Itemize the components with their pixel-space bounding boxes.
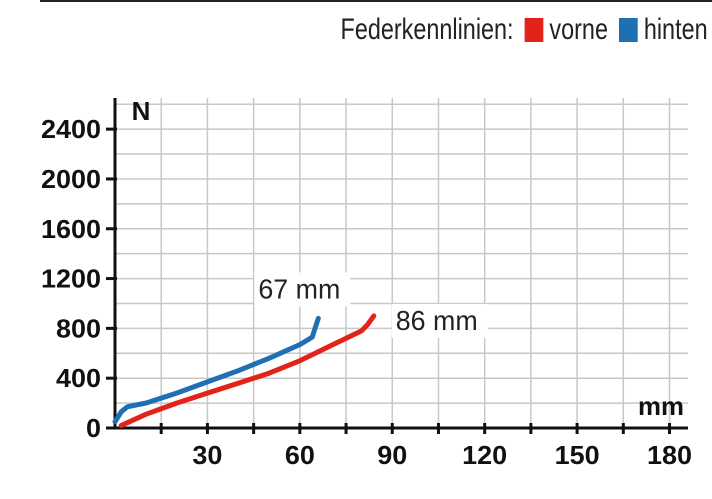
x-axis-unit: mm: [638, 391, 684, 421]
x-tick-label: 150: [555, 440, 600, 470]
legend-title: Federkennlinien:: [340, 13, 514, 46]
legend-swatch-vorne: [524, 18, 544, 42]
annotation-hinten: 67 mm: [258, 273, 340, 304]
x-tick-label: 180: [647, 440, 692, 470]
annotation-backing: [391, 303, 488, 338]
legend-label-vorne: vorne: [549, 13, 609, 46]
y-axis-unit: N: [132, 96, 151, 126]
legend-swatch-hinten: [619, 18, 638, 42]
annotation-backing: [254, 272, 351, 307]
x-tick-label: 90: [377, 440, 407, 470]
top-rule: [40, 0, 712, 2]
y-tick-label: 800: [56, 313, 101, 343]
x-tick-label: 60: [285, 440, 315, 470]
y-tick-label: 0: [86, 413, 101, 443]
x-tick-label: 30: [192, 440, 222, 470]
y-tick-label: 1200: [41, 264, 101, 294]
legend: Federkennlinien: vorne hinten: [341, 10, 708, 50]
y-tick-label: 2400: [41, 114, 101, 144]
legend-label-hinten: hinten: [644, 13, 708, 46]
series-line-vorne: [118, 313, 377, 428]
annotation-vorne: 86 mm: [396, 305, 478, 336]
y-tick-label: 1600: [41, 214, 101, 244]
series-line-hinten: [112, 315, 321, 425]
y-tick-label: 2000: [41, 164, 101, 194]
y-tick-label: 400: [56, 363, 101, 393]
x-tick-label: 120: [462, 440, 507, 470]
